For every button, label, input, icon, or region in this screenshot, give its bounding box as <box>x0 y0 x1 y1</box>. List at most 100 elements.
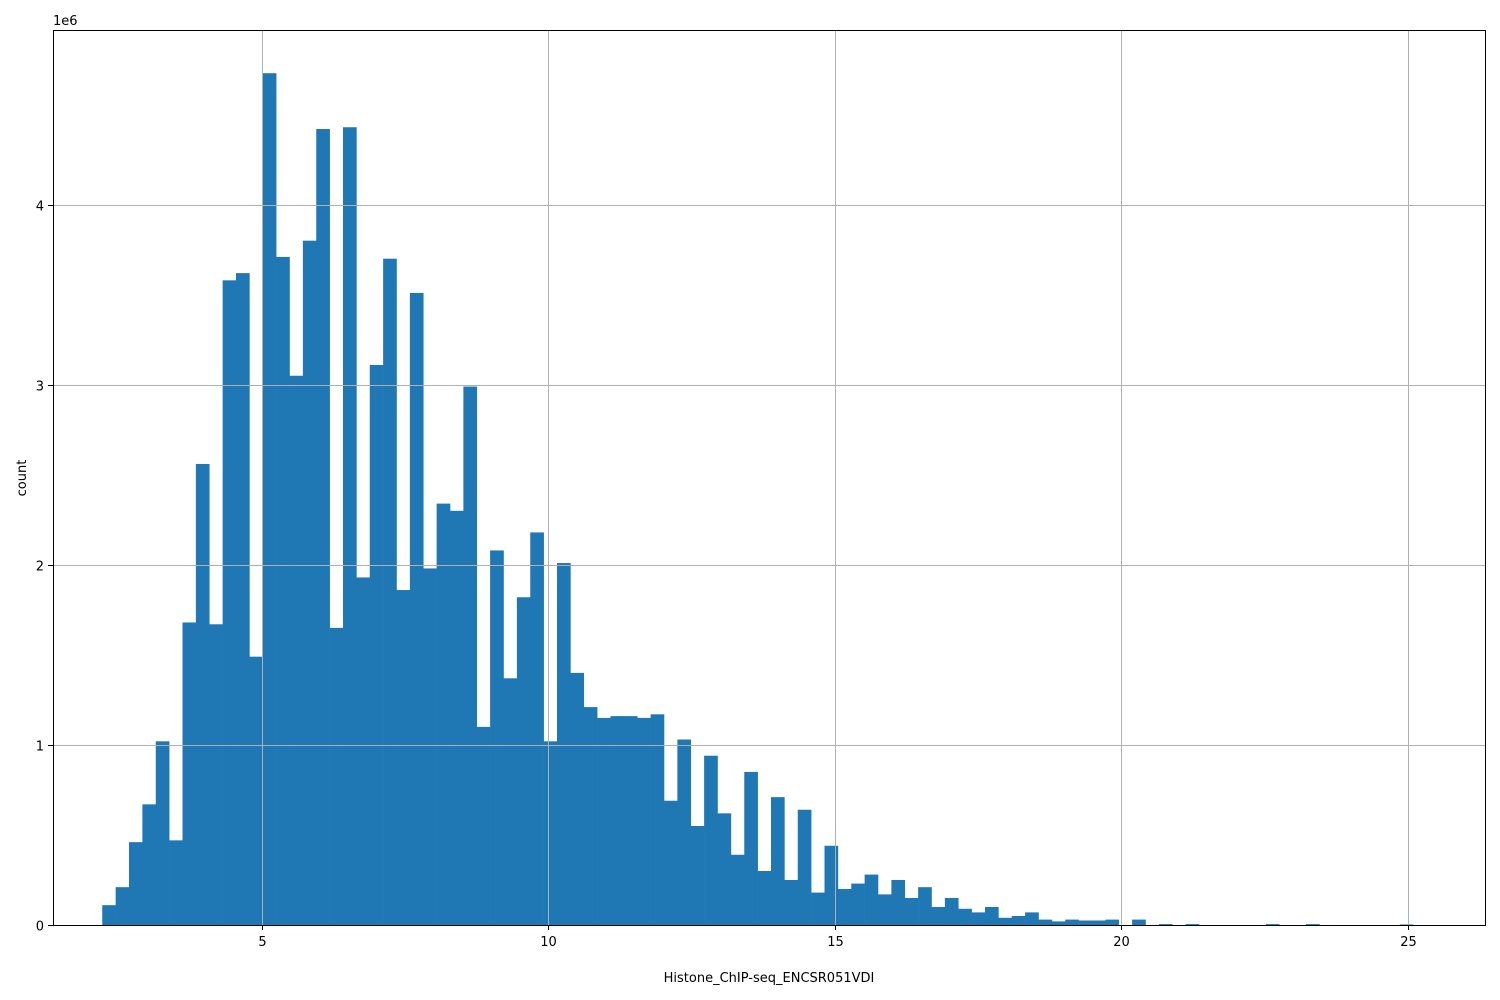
histogram-bar <box>1025 912 1039 925</box>
histogram-bar <box>516 597 531 925</box>
histogram-bar <box>490 550 504 925</box>
histogram-bar <box>891 879 906 925</box>
histogram-bar <box>383 258 397 925</box>
histogram-bar <box>155 741 170 925</box>
histogram-bar <box>1185 924 1200 925</box>
histogram-bar <box>557 563 571 925</box>
histogram-bar <box>824 845 839 925</box>
x-axis-label: Histone_ChIP-seq_ENCSR051VDI <box>664 971 875 986</box>
histogram-bar <box>329 627 344 925</box>
histogram-bar <box>129 842 143 925</box>
histogram-bar <box>757 870 772 925</box>
histogram-bar <box>1051 921 1066 925</box>
histogram-bar <box>396 590 411 925</box>
histogram-bar <box>717 813 732 925</box>
histogram-bar <box>958 908 972 925</box>
histogram-bar <box>730 854 745 925</box>
histogram-bar <box>115 887 130 925</box>
histogram-bar <box>650 714 665 925</box>
histogram-bar <box>262 73 277 926</box>
histogram-bar <box>744 771 758 925</box>
axis-ticks: 5 10 15 20 25 0 1 2 3 4 <box>36 200 1417 951</box>
histogram-bar <box>209 624 223 925</box>
histogram-bar <box>851 883 865 925</box>
histogram-bar <box>476 726 491 925</box>
histogram-bar <box>677 739 692 925</box>
histogram-bar <box>1158 924 1173 925</box>
histogram-bar <box>797 809 812 925</box>
histogram-bar <box>316 129 330 926</box>
histogram-bar <box>771 797 785 925</box>
plot-frame <box>53 30 1486 926</box>
y-tick-label: 1 <box>36 740 44 755</box>
histogram-bar <box>1078 920 1093 925</box>
histogram-bar <box>289 375 304 925</box>
histogram-bar <box>918 887 932 925</box>
y-multiplier-label: 1e6 <box>53 14 78 29</box>
histogram-bar <box>1105 919 1120 925</box>
histogram-bar <box>182 622 197 925</box>
histogram-bar <box>450 510 464 925</box>
x-tick-label: 15 <box>827 935 844 950</box>
histogram-bar <box>276 256 290 925</box>
histogram-bar <box>1399 924 1414 925</box>
x-tick-label: 20 <box>1113 935 1130 950</box>
histogram-bars <box>102 73 1414 926</box>
histogram-bar <box>931 906 946 925</box>
histogram-bar <box>436 503 451 925</box>
histogram-bar <box>1306 924 1320 925</box>
histogram-bar <box>369 364 384 925</box>
histogram-bar <box>971 912 986 925</box>
x-tick-label: 25 <box>1400 935 1417 950</box>
x-tick-label: 10 <box>540 935 557 950</box>
histogram-bar <box>944 897 959 925</box>
histogram-bar <box>864 874 879 925</box>
histogram-bar <box>195 463 210 925</box>
histogram-bar <box>222 280 237 925</box>
histogram-bar <box>423 568 437 925</box>
x-tick-label: 5 <box>258 935 266 950</box>
histogram-bar <box>169 840 183 925</box>
y-tick-label: 0 <box>36 920 44 935</box>
histogram-bar <box>704 755 718 925</box>
histogram-bar <box>302 240 317 925</box>
y-tick-label: 3 <box>36 380 44 395</box>
histogram-bar <box>837 888 852 925</box>
histogram-bar <box>784 879 799 925</box>
histogram-bar <box>623 716 638 925</box>
histogram-bar <box>530 532 544 925</box>
histogram-bar <box>543 741 558 925</box>
grid-lines <box>53 30 1485 926</box>
histogram-bar <box>1265 924 1280 925</box>
histogram-bar <box>583 707 598 925</box>
histogram-bar <box>343 127 357 926</box>
histogram-bar <box>690 825 705 925</box>
histogram-bar <box>236 273 250 925</box>
histogram-bar <box>1092 920 1106 925</box>
histogram-bar <box>597 717 611 925</box>
histogram-bar <box>503 678 518 925</box>
histogram-bar <box>1132 919 1146 925</box>
histogram-bar <box>570 672 585 925</box>
histogram-bar <box>1065 919 1079 925</box>
histogram-bar <box>811 892 825 925</box>
histogram-bar <box>142 804 157 925</box>
y-axis-label: count <box>15 460 30 497</box>
histogram-bar <box>102 905 116 925</box>
histogram-bar <box>1038 919 1053 925</box>
histogram-bar <box>878 894 892 925</box>
histogram-bar <box>904 897 919 925</box>
histogram-bar <box>664 800 678 925</box>
y-tick-label: 2 <box>36 560 44 575</box>
y-tick-label: 4 <box>36 200 44 215</box>
histogram-bar <box>409 292 424 925</box>
histogram-bar <box>356 577 371 925</box>
histogram-bar <box>463 386 478 925</box>
histogram-bar <box>998 917 1013 925</box>
histogram-bar <box>985 906 999 925</box>
histogram-bar <box>610 716 625 925</box>
histogram-bar <box>1011 916 1026 925</box>
histogram-bar <box>249 656 264 925</box>
histogram-bar <box>637 717 651 925</box>
